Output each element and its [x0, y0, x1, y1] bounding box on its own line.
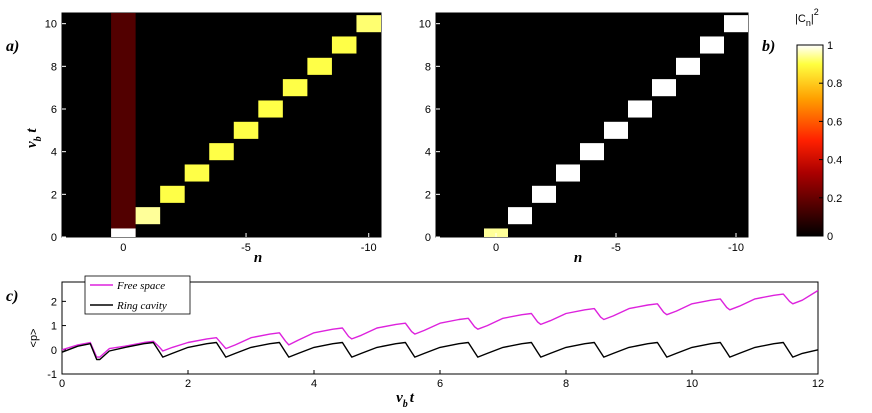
panel-label-b: b)	[762, 38, 775, 55]
x-tick-label: 0	[493, 242, 499, 254]
y-tick-label: 1	[51, 321, 57, 333]
heatmap-cell	[508, 207, 532, 225]
heatmap-cell	[604, 121, 628, 139]
heatmap-cell	[184, 164, 210, 182]
heatmap-cell	[307, 57, 332, 75]
x-axis-label-c: vb t	[396, 390, 415, 410]
series-line-free-space	[61, 289, 819, 358]
heatmap-cell	[556, 164, 580, 182]
colorbar-tick-label: 0.4	[827, 155, 842, 167]
heatmap-cell	[652, 79, 676, 97]
colorbar-title: |Cn|2	[795, 7, 819, 28]
heatmap-cell	[628, 100, 652, 118]
y-tick-label: 6	[51, 104, 57, 116]
colorbar-tick-label: 0.8	[827, 78, 842, 90]
panel-label-c: c)	[6, 288, 18, 305]
y-tick-label: 4	[425, 147, 431, 159]
y-tick-label: 10	[419, 19, 431, 31]
x-tick-label: -5	[611, 242, 621, 254]
heatmap-cell	[700, 36, 724, 54]
x-tick-label: 10	[686, 378, 698, 390]
colorbar-tick-label: 0.2	[827, 193, 842, 205]
heatmap-cell	[532, 185, 556, 203]
x-tick-label: 2	[185, 378, 191, 390]
x-tick-label: 0	[120, 242, 126, 254]
x-tick-label: -5	[241, 242, 251, 254]
y-tick-label: 0	[425, 232, 431, 244]
y-axis-label-c: <p>	[28, 329, 40, 348]
x-tick-label: 0	[59, 378, 65, 390]
x-tick-label: -10	[361, 242, 377, 254]
heatmap-cell	[135, 207, 161, 225]
heatmap-cell	[724, 15, 748, 33]
y-tick-label: 8	[51, 61, 57, 73]
y-tick-label: 4	[51, 147, 57, 159]
y-tick-label: 2	[51, 296, 57, 308]
x-tick-label: 12	[812, 378, 824, 390]
y-axis-label-a: vb t	[24, 128, 44, 148]
x-tick-label: 8	[563, 378, 569, 390]
colorbar-tick-label: 0	[827, 231, 833, 243]
heatmap-panel-a: a) vb t 0 -5 -10 0 2 4 6 8 10 n	[6, 12, 382, 266]
x-axis-label-a: n	[254, 250, 262, 266]
heatmap-cell	[258, 100, 283, 118]
y-tick-label: 0	[51, 345, 57, 357]
y-tick-label: 2	[51, 189, 57, 201]
heatmap-cell	[282, 79, 308, 97]
heatmap-cell	[356, 15, 381, 33]
x-tick-label: 6	[437, 378, 443, 390]
y-tick-label: 8	[425, 61, 431, 73]
legend-label-free-space: Free space	[116, 280, 165, 292]
colorbar: |Cn|2 0 0.2 0.4 0.6 0.8 1	[795, 7, 842, 243]
heatmap-panel-b: 0 -5 -10 0 2 4 6 8 10 n b)	[419, 12, 775, 266]
heatmap-cell	[209, 143, 234, 161]
x-tick-label: -10	[728, 242, 744, 254]
heatmap-background-column	[111, 13, 136, 237]
heatmap-cell	[484, 228, 508, 237]
legend-box	[84, 275, 191, 315]
y-tick-label: -1	[47, 369, 57, 381]
heatmap-cell	[111, 228, 136, 237]
panel-label-a: a)	[6, 38, 19, 55]
legend: Free space Ring cavity	[84, 275, 191, 315]
x-axis-label-b: n	[574, 250, 582, 266]
heatmap-cell	[331, 36, 357, 54]
y-tick-label: 0	[51, 232, 57, 244]
colorbar-tick-label: 0.6	[827, 116, 842, 128]
series-line-ring-cavity	[61, 341, 819, 361]
x-tick-label: 4	[311, 378, 317, 390]
colorbar-gradient	[796, 44, 824, 237]
heatmap-cell	[580, 143, 604, 161]
legend-label-ring-cavity: Ring cavity	[116, 300, 167, 312]
heatmap-plot-b	[435, 12, 749, 238]
heatmap-cell	[233, 121, 259, 139]
y-tick-label: 2	[425, 189, 431, 201]
y-tick-label: 10	[45, 19, 57, 31]
heatmap-cell	[676, 57, 700, 75]
y-tick-label: 6	[425, 104, 431, 116]
heatmap-cell	[160, 185, 185, 203]
colorbar-tick-label: 1	[827, 40, 833, 52]
